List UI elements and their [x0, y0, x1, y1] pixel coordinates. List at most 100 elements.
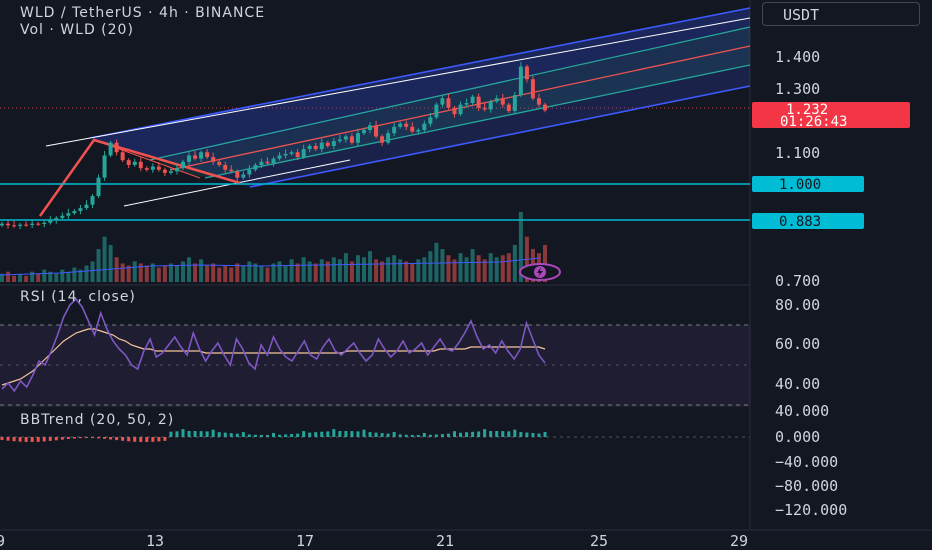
bbtrend-bar: [103, 437, 107, 439]
rsi-pane[interactable]: [0, 297, 750, 406]
volume-bar: [114, 257, 119, 282]
candle-body: [241, 174, 246, 178]
bbtrend-bar: [428, 434, 432, 437]
bbtrend-bar: [169, 431, 173, 437]
candle-body: [506, 104, 511, 111]
candle-body: [114, 142, 119, 153]
volume-bar: [506, 253, 511, 282]
bbtrend-bar: [344, 431, 348, 437]
bbtrend-bar: [205, 431, 209, 437]
candle-body: [518, 66, 523, 96]
volume-bar: [120, 263, 125, 282]
candle-body: [211, 157, 216, 162]
volume-bar: [331, 257, 336, 282]
volume-bar: [482, 259, 487, 282]
bbtrend-bar: [308, 432, 312, 437]
candle-body: [530, 79, 535, 99]
volume-bar: [205, 265, 210, 282]
candle-body: [247, 169, 252, 175]
bbtrend-bar: [97, 437, 101, 439]
bbtrend-bar: [60, 437, 64, 440]
regression-channel[interactable]: [45, 7, 751, 207]
volume-bar: [217, 267, 222, 282]
lightning-icon[interactable]: [519, 263, 561, 281]
bbtrend-bar: [259, 434, 263, 437]
candle-body: [18, 224, 23, 226]
volume-bar: [295, 263, 300, 282]
candle-body: [54, 217, 59, 221]
rsi-tick-40: 40.00: [775, 375, 820, 393]
candle-body: [416, 130, 421, 132]
candle-body: [440, 98, 445, 105]
candle-body: [30, 223, 35, 225]
level-label-1[interactable]: 1.000: [752, 176, 864, 193]
candle-body: [156, 166, 161, 170]
candle-body: [307, 145, 312, 150]
time-tick-21: 21: [436, 532, 454, 550]
volume-bar: [446, 255, 451, 282]
candle-body: [482, 107, 487, 110]
volume-bar: [349, 261, 354, 282]
bbtrend-bar: [356, 431, 360, 437]
candle-body: [512, 95, 517, 111]
bbtrend-bar: [398, 434, 402, 437]
candle-body: [90, 196, 95, 205]
bbtrend-histogram: [0, 429, 547, 442]
volume-bar: [253, 263, 258, 282]
candle-body: [108, 142, 113, 156]
volume-bar: [199, 259, 204, 282]
bbtrend-bar: [229, 433, 233, 437]
candle-body: [410, 126, 415, 132]
bbtrend-bar: [501, 431, 505, 437]
time-tick-9: 9: [0, 532, 5, 550]
candle-body: [458, 104, 463, 115]
volume-bar: [512, 244, 517, 282]
bbtrend-bar: [495, 431, 499, 437]
candle-body: [313, 145, 318, 150]
volume-bar: [235, 263, 240, 282]
volume-title[interactable]: Vol · WLD (20): [20, 22, 134, 38]
candle-body: [66, 213, 71, 216]
rsi-title[interactable]: RSI (14, close): [20, 289, 136, 305]
countdown-value: 01:26:43: [780, 114, 847, 130]
bbtrend-title[interactable]: BBTrend (20, 50, 2): [20, 412, 174, 428]
candle-body: [331, 141, 336, 146]
level-label-1-text: 1.000: [779, 177, 821, 193]
candle-body: [404, 123, 409, 127]
bbtrend-bar: [332, 429, 336, 437]
bbtrend-bar: [446, 433, 450, 437]
last-price-label[interactable]: 1.232 01:26:43: [752, 102, 910, 130]
price-tick-3: 1.100: [775, 144, 820, 162]
volume-bar: [313, 263, 318, 282]
candle-body: [150, 166, 155, 170]
candle-body: [380, 136, 385, 143]
bbtrend-bar: [543, 431, 547, 437]
candle-body: [138, 161, 143, 169]
bbtrend-bar: [386, 433, 390, 437]
bbtrend-bar: [181, 429, 185, 437]
volume-bar: [229, 267, 234, 282]
candle-body: [446, 98, 451, 108]
volume-bar: [392, 255, 397, 282]
bbtrend-bar: [422, 432, 426, 437]
candle-body: [0, 223, 4, 226]
candle-body: [36, 223, 41, 225]
volume-bar: [337, 259, 342, 282]
volume-bar: [150, 263, 155, 282]
symbol-title[interactable]: WLD / TetherUS · 4h · BINANCE: [20, 5, 265, 21]
volume-bar: [410, 263, 415, 282]
candle-body: [48, 220, 53, 223]
candle-body: [464, 103, 469, 105]
bbtrend-bar: [241, 432, 245, 437]
volume-bar: [271, 263, 276, 282]
candle-body: [24, 224, 29, 226]
bbtrend-bar: [127, 437, 131, 442]
volume-bar: [211, 263, 216, 282]
currency-button[interactable]: USDT: [762, 2, 920, 26]
rsi-line: [1, 297, 546, 393]
candles: [0, 62, 547, 230]
bb-tick-40: 40.000: [775, 402, 829, 420]
level-label-0883[interactable]: 0.883: [752, 213, 864, 230]
volume-bar: [434, 242, 439, 282]
